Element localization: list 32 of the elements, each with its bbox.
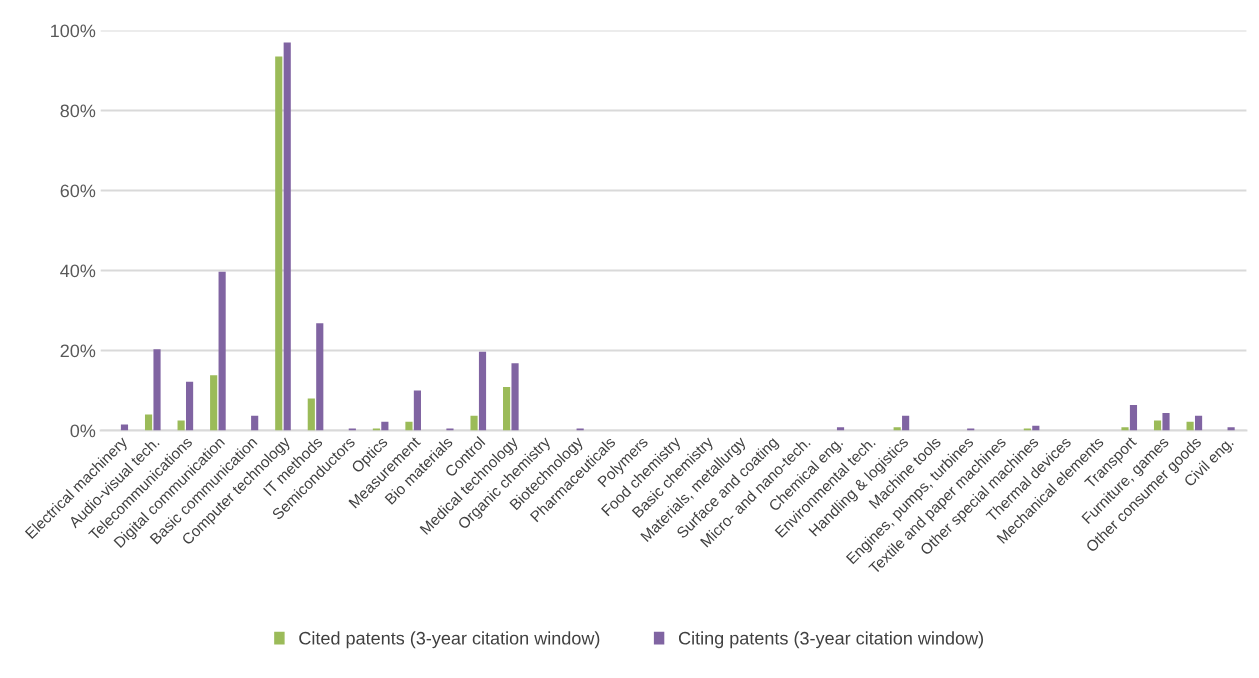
bar [470,415,478,431]
bar [413,390,421,431]
bar [210,375,218,431]
bar [1121,427,1129,431]
bar [186,381,194,431]
bar [144,414,153,431]
bar [836,427,845,431]
bar [283,42,291,431]
bar [1129,404,1138,431]
bar [902,415,910,431]
bar [405,421,413,431]
y-tick-label: 20% [60,344,96,358]
y-tick-label: 80% [60,104,96,118]
legend-label: Cited patents (3-year citation window) [299,631,600,649]
y-tick-label: 60% [60,184,96,198]
bar [251,415,259,431]
y-tick-label: 0% [70,424,96,438]
bar [1227,427,1235,431]
bar [478,351,487,431]
bar [511,363,519,431]
y-tick-label: 40% [60,264,96,278]
bar [307,398,315,431]
legend-label: Citing patents (3-year citation window) [678,631,984,649]
bar [316,323,324,431]
y-tick-label: 100% [51,24,96,38]
bar [893,427,901,431]
bar [153,349,161,431]
bar [1194,415,1203,431]
bar [218,271,226,431]
bar [503,386,511,431]
bar [1162,412,1170,431]
bar [275,56,283,431]
